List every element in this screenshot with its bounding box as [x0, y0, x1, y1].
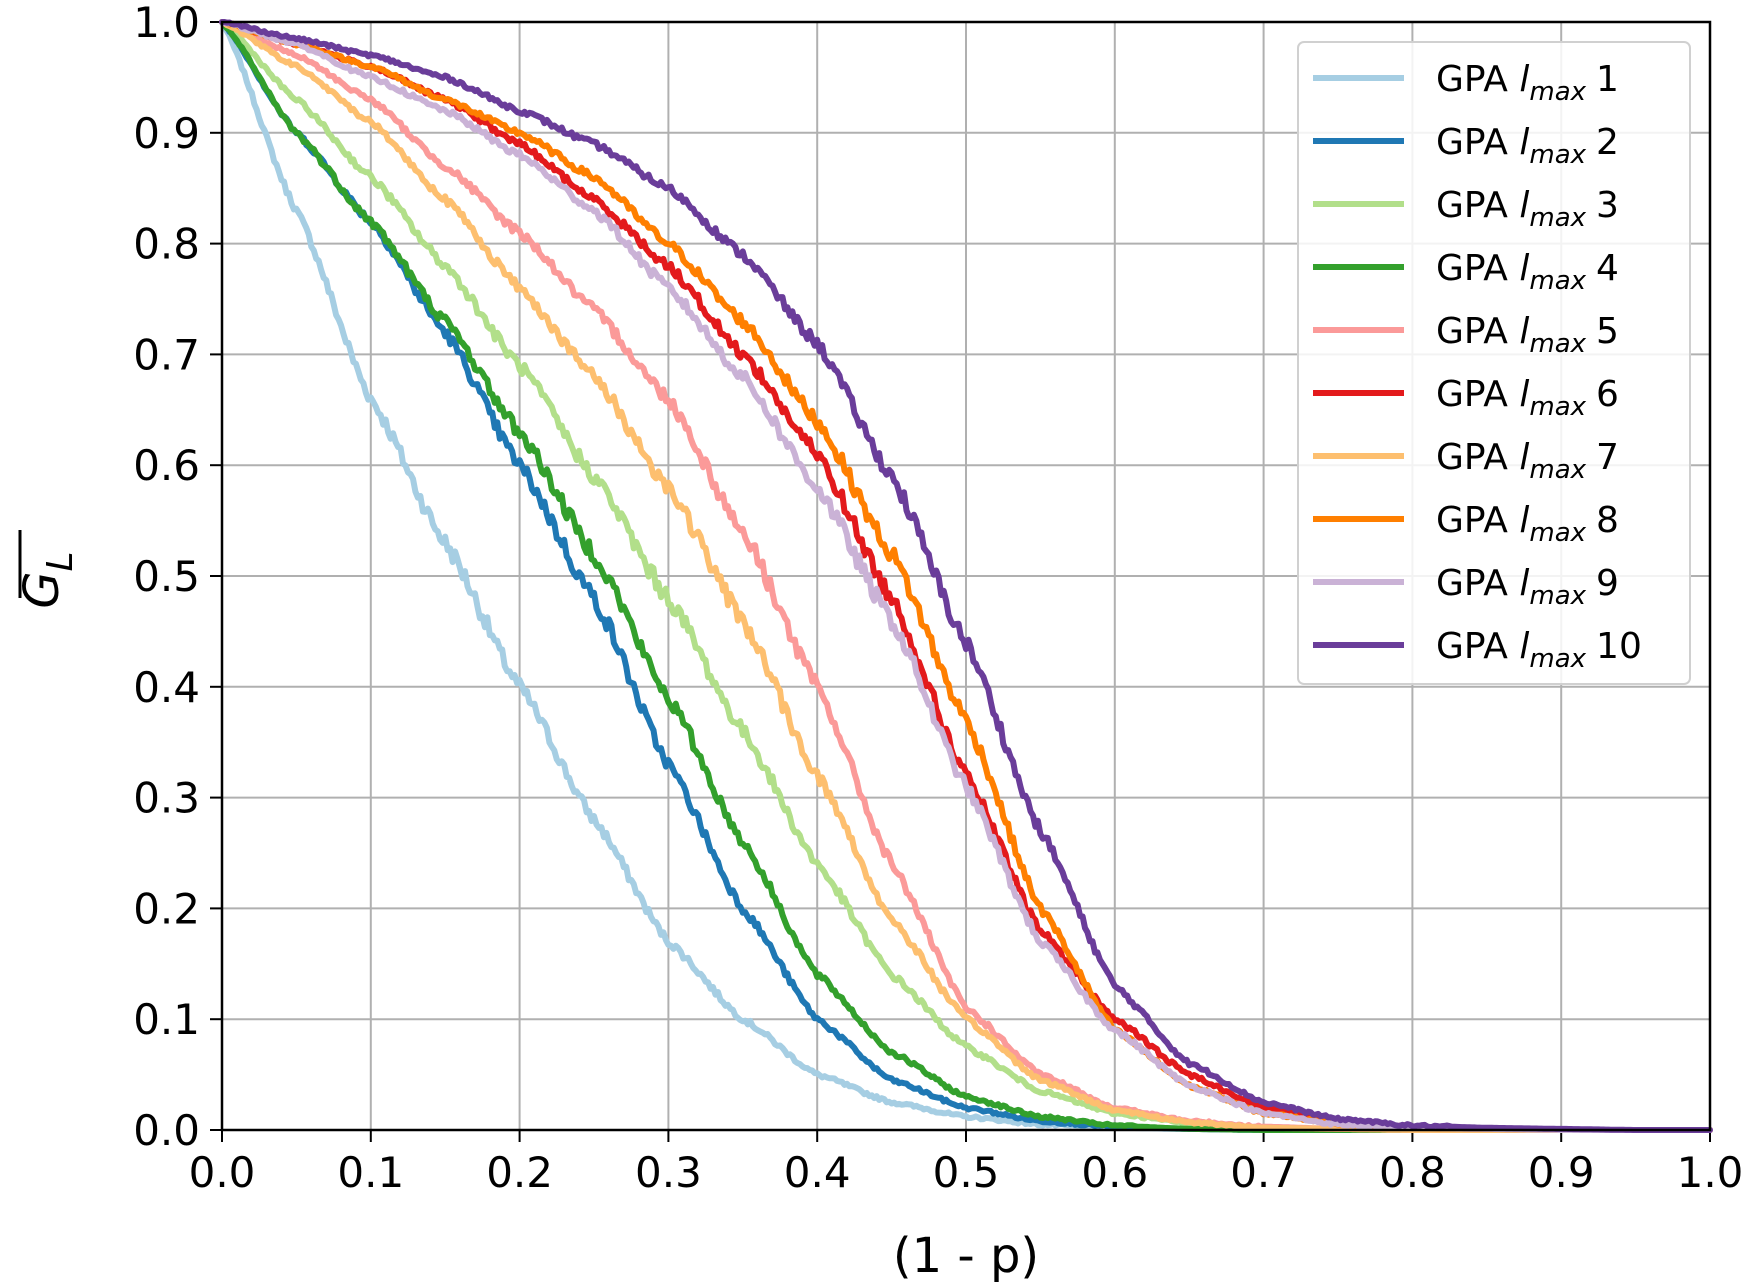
legend-sub: max	[1529, 77, 1586, 107]
legend-number: 10	[1596, 626, 1642, 667]
legend-label: GPA lmax 7	[1436, 437, 1619, 485]
legend-sub: max	[1529, 140, 1586, 170]
legend-imax: l	[1519, 122, 1529, 163]
legend-imax: l	[1519, 500, 1529, 541]
legend-number: 3	[1596, 185, 1619, 226]
svg-text:GL: GL	[14, 551, 81, 608]
y-axis-label-main: G	[14, 571, 70, 608]
legend-sub: max	[1529, 203, 1586, 233]
legend-prefix: GPA	[1436, 563, 1519, 604]
legend-sub: max	[1529, 455, 1586, 485]
x-tick-label: 0.0	[189, 1148, 256, 1197]
x-axis-ticks: 0.0 0.1 0.2 0.3 0.4 0.5 0.6 0.7 0.8 0.9 1.0	[189, 1130, 1744, 1197]
y-axis-ticks: 0.0 0.1 0.2 0.3 0.4 0.5 0.6 0.7 0.8 0.9 1.0	[133, 0, 222, 1155]
legend-sub: max	[1529, 392, 1586, 422]
legend-imax: l	[1519, 626, 1529, 667]
legend-label: GPA lmax 10	[1436, 626, 1642, 674]
legend-sub: max	[1529, 266, 1586, 296]
y-tick-label: 0.4	[133, 663, 200, 712]
legend-label: GPA lmax 2	[1436, 122, 1619, 170]
y-tick-label: 0.9	[133, 109, 200, 158]
legend-prefix: GPA	[1436, 437, 1519, 478]
y-tick-label: 0.8	[133, 220, 200, 269]
legend-label: GPA lmax 6	[1436, 374, 1619, 422]
plot-frame	[220, 20, 1712, 1132]
legend-prefix: GPA	[1436, 374, 1519, 415]
legend-imax: l	[1519, 59, 1529, 100]
x-tick-label: 0.4	[784, 1148, 851, 1197]
x-tick-label: 0.1	[337, 1148, 404, 1197]
legend-number: 4	[1596, 248, 1619, 289]
y-axis-label-sub: L	[40, 551, 81, 571]
series-line-10	[219, 19, 1713, 1133]
y-tick-label: 0.3	[133, 774, 200, 823]
legend-number: 8	[1596, 500, 1619, 541]
legend-number: 5	[1596, 311, 1619, 352]
x-tick-label: 0.6	[1081, 1148, 1148, 1197]
legend-prefix: GPA	[1436, 626, 1519, 667]
legend-imax: l	[1519, 311, 1529, 352]
legend-number: 2	[1596, 122, 1619, 163]
legend-sub: max	[1529, 329, 1586, 359]
y-tick-label: 0.6	[133, 441, 200, 490]
legend-label: GPA lmax 8	[1436, 500, 1619, 548]
x-tick-label: 0.3	[635, 1148, 702, 1197]
legend-imax: l	[1519, 437, 1529, 478]
y-tick-label: 0.5	[133, 552, 200, 601]
x-axis-label: (1 - p)	[893, 1228, 1039, 1284]
legend-sub: max	[1529, 581, 1586, 611]
legend-prefix: GPA	[1436, 311, 1519, 352]
legend-prefix: GPA	[1436, 500, 1519, 541]
x-tick-label: 0.9	[1528, 1148, 1595, 1197]
legend-sub: max	[1529, 644, 1586, 674]
legend-sub: max	[1529, 518, 1586, 548]
legend-label: GPA lmax 9	[1436, 563, 1619, 611]
x-tick-label: 0.7	[1230, 1148, 1297, 1197]
legend-imax: l	[1519, 563, 1529, 604]
legend-label: GPA lmax 3	[1436, 185, 1619, 233]
x-tick-label: 0.8	[1379, 1148, 1446, 1197]
legend-label: GPA lmax 1	[1436, 59, 1619, 107]
legend-number: 6	[1596, 374, 1619, 415]
legend-number: 7	[1596, 437, 1619, 478]
legend-imax: l	[1519, 185, 1529, 226]
y-tick-label: 1.0	[133, 0, 200, 47]
x-tick-label: 0.2	[486, 1148, 553, 1197]
y-axis-label: GL	[14, 530, 81, 609]
legend-label: GPA lmax 5	[1436, 311, 1619, 359]
legend-label: GPA lmax 4	[1436, 248, 1619, 296]
x-tick-label: 0.5	[933, 1148, 1000, 1197]
x-tick-label: 1.0	[1677, 1148, 1744, 1197]
legend-number: 1	[1596, 59, 1619, 100]
legend-prefix: GPA	[1436, 59, 1519, 100]
legend-number: 9	[1596, 563, 1619, 604]
y-tick-label: 0.7	[133, 330, 200, 379]
y-tick-label: 0.1	[133, 995, 200, 1044]
y-tick-label: 0.0	[133, 1106, 200, 1155]
legend-prefix: GPA	[1436, 122, 1519, 163]
legend-imax: l	[1519, 374, 1529, 415]
y-tick-label: 0.2	[133, 884, 200, 933]
legend-prefix: GPA	[1436, 185, 1519, 226]
legend-imax: l	[1519, 248, 1529, 289]
legend-prefix: GPA	[1436, 248, 1519, 289]
